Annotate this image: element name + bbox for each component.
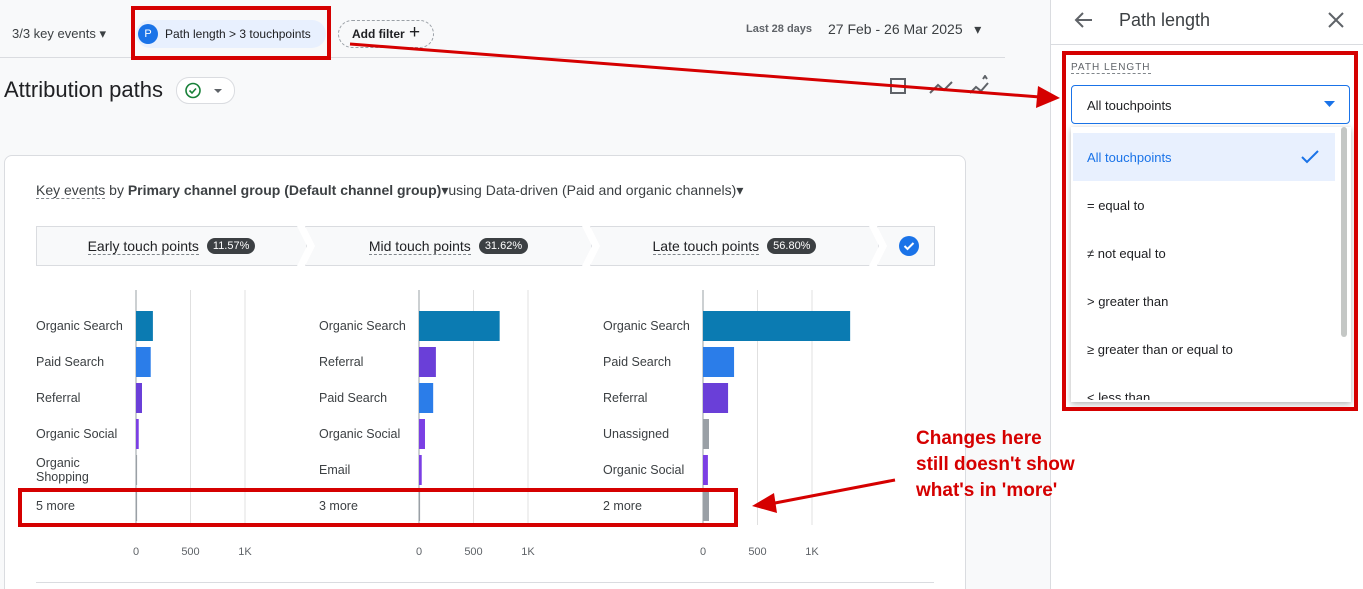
menu-option[interactable]: ≥ greater than or equal to (1087, 342, 1233, 357)
annotation-text: what's in 'more' (916, 480, 1058, 501)
bar-label: 3 more (319, 499, 358, 513)
bar-label: Organic Search (319, 319, 406, 333)
section-label: PATH LENGTH (1071, 62, 1151, 74)
menu-option[interactable]: ≠ not equal to (1087, 246, 1166, 261)
stage-tab[interactable]: Late touch points 56.80% (590, 226, 879, 266)
bar (419, 419, 425, 449)
bar (136, 383, 142, 413)
menu-option[interactable]: > greater than (1087, 294, 1169, 309)
annotation-text: still doesn't show (916, 454, 1075, 475)
check-icon (185, 82, 222, 99)
key-events-text: 3/3 key events (12, 26, 96, 41)
check-circle (899, 236, 919, 256)
chip-text: Path length > 3 touchpoints (165, 27, 311, 41)
date-range[interactable]: 27 Feb - 26 Mar 2025 ▾ (828, 21, 982, 37)
menu-option[interactable]: = equal to (1087, 198, 1145, 213)
metric[interactable]: Key events (36, 182, 106, 199)
bar (136, 491, 138, 521)
panel-divider (1050, 44, 1363, 45)
x-tick-label: 500 (181, 546, 199, 558)
bar (703, 347, 735, 377)
stage-name: Early touch points (87, 237, 199, 254)
menu-option[interactable]: < less than (1087, 390, 1151, 400)
date-label: Last 28 days (746, 23, 813, 35)
bar (703, 491, 709, 521)
date-range-text: 27 Feb - 26 Mar 2025 (828, 21, 963, 37)
x-tick-label: 1K (805, 546, 819, 558)
bar-label: Organic Search (36, 319, 123, 333)
bar (703, 383, 729, 413)
model[interactable]: using Data-driven (Paid and organic chan… (448, 182, 737, 198)
stage-tab[interactable]: Early touch points 11.57% (36, 226, 307, 266)
stage-tab[interactable]: Mid touch points 31.62% (305, 226, 592, 266)
status-chip[interactable] (176, 77, 235, 104)
card-description: Key events by Primary channel group (Def… (36, 182, 744, 199)
filter-chip[interactable]: P Path length > 3 touchpoints (136, 20, 326, 48)
bar-label: Referral (319, 355, 364, 369)
bar-label: Paid Search (319, 391, 388, 405)
close-icon[interactable] (1326, 10, 1346, 30)
stage-share: 56.80% (767, 238, 816, 254)
bar-label: Paid Search (603, 355, 672, 369)
chip-icon: P (138, 24, 158, 44)
x-tick-label: 500 (464, 546, 482, 558)
annotation-text: Changes here (916, 428, 1042, 449)
stage-name: Late touch points (652, 237, 760, 254)
x-tick-label: 0 (416, 546, 422, 558)
bar-label: Unassigned (603, 427, 670, 441)
bar-label: Organic Shopping (36, 456, 89, 484)
bar (703, 419, 709, 449)
bar (703, 455, 708, 485)
back-icon[interactable] (1072, 8, 1096, 32)
bar (703, 311, 851, 341)
select-box[interactable]: All touchpoints (1071, 85, 1350, 124)
bar (419, 347, 436, 377)
bar (136, 455, 138, 485)
menu-option[interactable]: All touchpoints (1087, 150, 1172, 165)
x-tick-label: 0 (133, 546, 139, 558)
stage-share: 31.62% (479, 238, 528, 254)
x-tick-label: 1K (521, 546, 535, 558)
bar-label: Referral (36, 391, 81, 405)
bar (419, 491, 421, 521)
bar (136, 311, 153, 341)
bar-label: Referral (603, 391, 648, 405)
by-text: by (109, 182, 124, 198)
stage-share: 11.57% (207, 238, 256, 254)
dropdown-menu (1071, 127, 1351, 402)
bar-label: Paid Search (36, 355, 105, 369)
plus-icon: + (409, 22, 421, 43)
bar-label: Organic Search (603, 319, 690, 333)
add-filter-text: Add filter (352, 27, 405, 41)
dimension[interactable]: Primary channel group (Default channel g… (127, 182, 442, 198)
bar (136, 419, 139, 449)
charts: 0 500 1K 0 500 1K 0 500 1K (133, 290, 851, 558)
bar-label: Organic Social (603, 463, 685, 477)
bar-label: Organic Social (36, 427, 118, 441)
option-highlight (1073, 133, 1335, 181)
scrollbar (1341, 127, 1347, 337)
key-events-selector[interactable]: 3/3 key events ▾ (12, 26, 106, 41)
panel-title: Path length (1119, 10, 1211, 30)
page-title: Attribution paths (4, 77, 163, 102)
bar-label: Organic Social (319, 427, 401, 441)
bar (419, 311, 500, 341)
x-tick-label: 1K (238, 546, 252, 558)
bar (419, 383, 434, 413)
bar (136, 347, 151, 377)
x-tick-label: 500 (748, 546, 766, 558)
selected-value: All touchpoints (1087, 98, 1172, 113)
card-divider (36, 582, 934, 583)
bar-label: Email (319, 463, 351, 477)
x-tick-label: 0 (700, 546, 706, 558)
bar-label: 5 more (36, 499, 75, 513)
bar-label: 2 more (603, 499, 642, 513)
stage-name: Mid touch points (368, 237, 471, 254)
selected-check (1301, 150, 1319, 164)
divider (0, 57, 1005, 58)
dropdown-arrow (1324, 101, 1335, 107)
bar (419, 455, 422, 485)
